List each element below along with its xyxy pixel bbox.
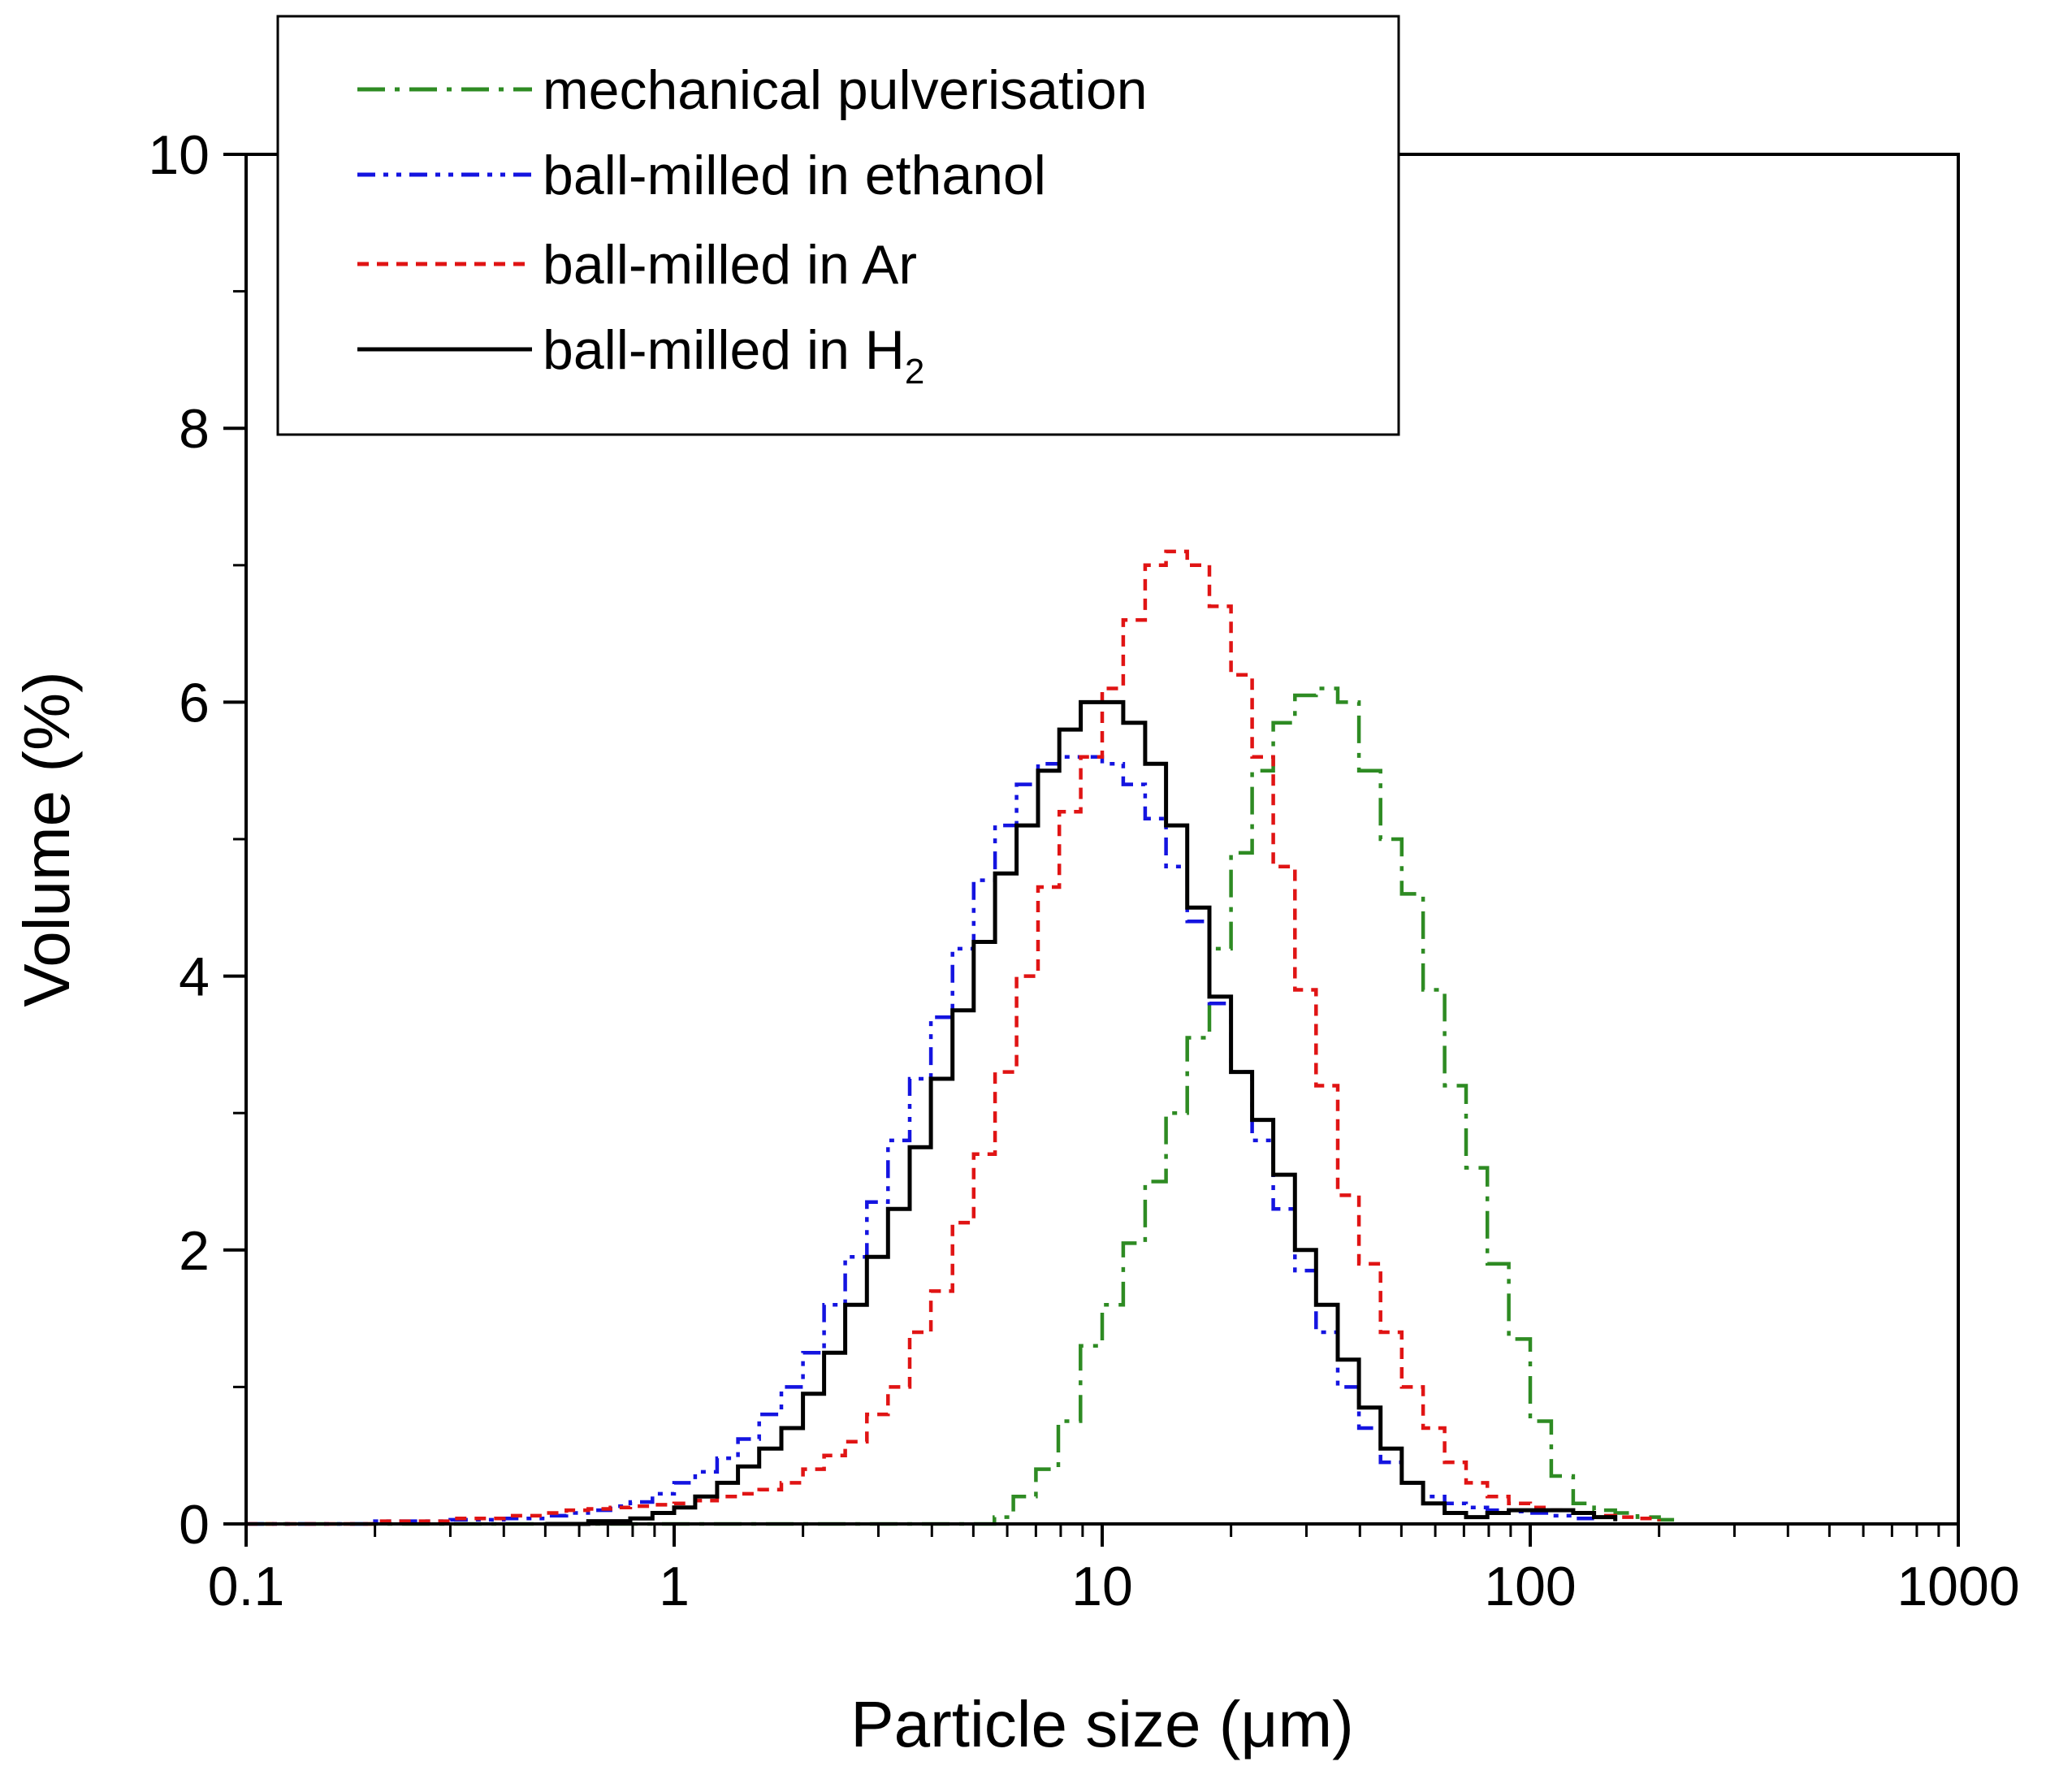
- series-line-4: [545, 699, 1618, 1526]
- legend-label-1: mechanical pulverisation: [543, 59, 1148, 121]
- x-tick-label: 100: [1484, 1556, 1576, 1617]
- y-tick-label: 2: [179, 1220, 210, 1282]
- legend-label-2: ball-milled in ethanol: [543, 145, 1046, 206]
- y-tick-label: 4: [179, 946, 210, 1008]
- y-axis-title: Volume (%): [11, 671, 83, 1006]
- series-line-1: [246, 686, 1682, 1526]
- x-axis-title: Particle size (μm): [850, 1688, 1354, 1760]
- y-tick-label: 10: [148, 124, 210, 186]
- legend: mechanical pulverisation ball-milled in e…: [276, 15, 1400, 436]
- x-tick-label: 1: [659, 1556, 690, 1617]
- y-tick-label: 0: [179, 1494, 210, 1556]
- legend-label-3: ball-milled in Ar: [543, 234, 917, 296]
- y-tick-label: 8: [179, 398, 210, 460]
- x-tick-label: 1000: [1897, 1556, 2019, 1617]
- x-tick-label: 0.1: [208, 1556, 285, 1617]
- y-tick-label: 6: [179, 672, 210, 734]
- axis-ticks: 0.1 1 10 100 1000 0 2 4 6 8 10: [148, 124, 2019, 1617]
- x-tick-label: 10: [1071, 1556, 1133, 1617]
- legend-label-4: ball-milled in H2: [543, 319, 924, 392]
- series-layer: [246, 549, 1682, 1526]
- legend-subscript: 2: [905, 352, 924, 392]
- series-line-3: [246, 549, 1661, 1526]
- legend-box: [276, 15, 1400, 436]
